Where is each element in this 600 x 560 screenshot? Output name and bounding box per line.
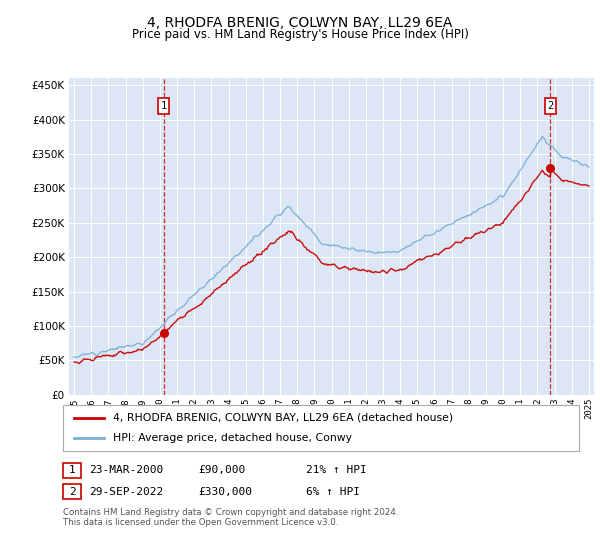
Text: 23-MAR-2000: 23-MAR-2000 <box>89 465 163 475</box>
Text: 6% ↑ HPI: 6% ↑ HPI <box>306 487 360 497</box>
Text: 1: 1 <box>68 465 76 475</box>
Text: Price paid vs. HM Land Registry's House Price Index (HPI): Price paid vs. HM Land Registry's House … <box>131 28 469 41</box>
Text: £90,000: £90,000 <box>198 465 245 475</box>
Text: 4, RHODFA BRENIG, COLWYN BAY, LL29 6EA (detached house): 4, RHODFA BRENIG, COLWYN BAY, LL29 6EA (… <box>113 413 453 423</box>
Text: 4, RHODFA BRENIG, COLWYN BAY, LL29 6EA: 4, RHODFA BRENIG, COLWYN BAY, LL29 6EA <box>148 16 452 30</box>
Text: 29-SEP-2022: 29-SEP-2022 <box>89 487 163 497</box>
Text: Contains HM Land Registry data © Crown copyright and database right 2024.
This d: Contains HM Land Registry data © Crown c… <box>63 508 398 528</box>
Text: 2: 2 <box>68 487 76 497</box>
Text: £330,000: £330,000 <box>198 487 252 497</box>
Text: HPI: Average price, detached house, Conwy: HPI: Average price, detached house, Conw… <box>113 433 352 443</box>
Text: 21% ↑ HPI: 21% ↑ HPI <box>306 465 367 475</box>
Text: 1: 1 <box>161 101 167 111</box>
Text: 2: 2 <box>547 101 553 111</box>
